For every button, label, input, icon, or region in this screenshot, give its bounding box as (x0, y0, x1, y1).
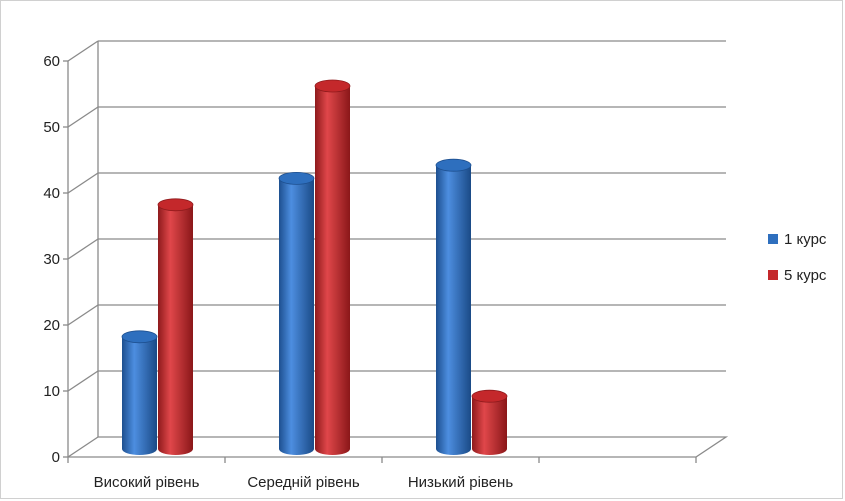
legend-label-series-2: 5 курс (784, 266, 827, 284)
bar-series-1 (278, 171, 315, 455)
legend-swatch-series-2 (768, 270, 778, 280)
gridline-depth (67, 238, 99, 260)
gridline-depth (67, 370, 99, 392)
bars (121, 79, 508, 455)
gridline-depth (67, 106, 99, 128)
x-category-label: Низький рівень (408, 474, 513, 491)
y-tick-label: 20 (43, 317, 60, 334)
axes (63, 41, 729, 463)
y-tick-label: 0 (52, 449, 60, 466)
bar-series-1 (121, 330, 158, 455)
gridline-depth (67, 40, 99, 62)
bar-series-2 (314, 79, 351, 455)
x-category-labels: Високий рівень Середній рівень Низький рів… (94, 474, 514, 491)
legend-item-series-1: 1 курс (768, 230, 826, 248)
legend-swatch-series-1 (768, 234, 778, 244)
gridline-depth (67, 172, 99, 194)
gridlines (67, 40, 726, 458)
y-tick-label: 10 (43, 383, 60, 400)
legend: 1 курс 5 курс (768, 230, 826, 302)
y-tick-labels: 0 10 20 30 40 50 60 (43, 53, 60, 466)
bar-series-2 (157, 198, 194, 455)
gridline-depth (67, 436, 99, 458)
bar-series-2 (471, 389, 508, 455)
y-tick-label: 40 (43, 185, 60, 202)
y-tick-label: 60 (43, 53, 60, 70)
y-tick-label: 30 (43, 251, 60, 268)
x-category-label: Високий рівень (94, 474, 200, 491)
y-tick-label: 50 (43, 119, 60, 136)
bar-series-1 (435, 158, 472, 455)
legend-label-series-1: 1 курс (784, 230, 827, 248)
legend-item-series-2: 5 курс (768, 266, 826, 284)
x-category-label: Середній рівень (247, 474, 360, 491)
gridline-depth (67, 304, 99, 326)
